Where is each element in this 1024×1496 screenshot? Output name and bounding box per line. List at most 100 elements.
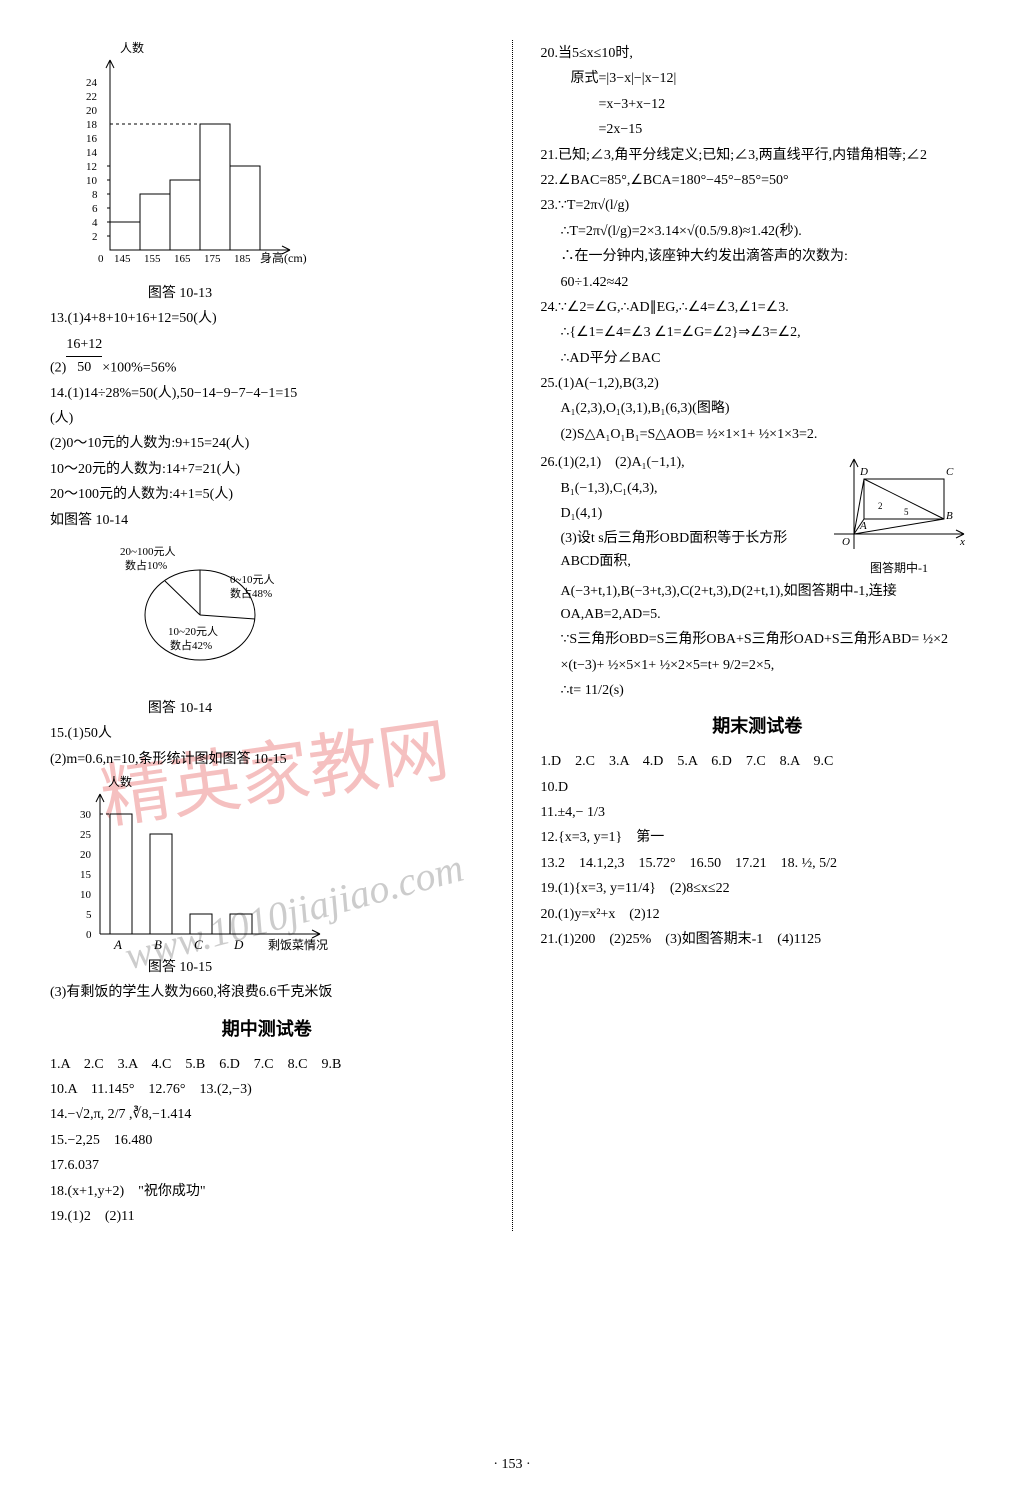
q25b: A₁(2,3),O₁(3,1),B₁(6,3)(图略) <box>541 398 975 420</box>
mt-q19: 19.(1)2 (2)11 <box>50 1206 484 1228</box>
q14f: 如图答 10-14 <box>50 510 484 532</box>
svg-text:人数: 人数 <box>108 774 132 789</box>
q24b: ∴{∠1=∠4=∠3 ∠1=∠G=∠2}⇒∠3=∠2, <box>541 322 975 344</box>
fq12: 12.{x=3, y=1} 第一 <box>541 827 975 849</box>
midterm-title: 期中测试卷 <box>50 1015 484 1044</box>
q21: 21.已知;∠3,角平分线定义;已知;∠3,两直线平行,内错角相等;∠2 <box>541 145 975 167</box>
fq20: 20.(1)y=x²+x (2)12 <box>541 904 975 926</box>
svg-text:16: 16 <box>86 133 98 145</box>
q23b: ∴T=2π√(l/g)=2×3.14×√(0.5/9.8)≈1.42(秒). <box>541 221 975 243</box>
q13b: (2)16+1250×100%=56% <box>50 334 484 380</box>
q20d: =2x−15 <box>541 119 975 141</box>
q26f: ∵S三角形OBD=S三角形OBA+S三角形OAD+S三角形ABD= ½×2 <box>541 629 975 651</box>
svg-text:155: 155 <box>144 253 161 265</box>
svg-text:4: 4 <box>92 217 98 229</box>
q26d: (3)设t s后三角形OBD面积等于长方形ABCD面积, <box>541 528 815 573</box>
svg-text:剩饭菜情况: 剩饭菜情况 <box>268 938 328 952</box>
svg-text:24: 24 <box>86 77 98 89</box>
coord-figure: D C A B O x 2 5 <box>824 449 974 559</box>
fq11: 11.±4,− 1/3 <box>541 802 975 824</box>
mt-q10: 10.A 11.145° 12.76° 13.(2,−3) <box>50 1079 484 1101</box>
svg-text:0: 0 <box>86 929 92 941</box>
q26b: B₁(−1,3),C₁(4,3), <box>541 478 815 500</box>
svg-text:185: 185 <box>234 253 251 265</box>
q26g: ×(t−3)+ ½×5×1+ ½×2×5=t+ 9/2=2×5, <box>541 655 975 677</box>
svg-text:15: 15 <box>80 869 92 881</box>
pie-caption: 图答 10-14 <box>50 698 310 720</box>
svg-text:10~20元人: 10~20元人 <box>168 625 218 638</box>
svg-text:5: 5 <box>86 909 92 921</box>
svg-text:20: 20 <box>80 849 92 861</box>
q15c: (3)有剩饭的学生人数为660,将浪费6.6千克米饭 <box>50 982 484 1004</box>
svg-text:8: 8 <box>92 189 98 201</box>
pie-chart: 20~100元人 数占10% 0~10元人 数占48% 10~20元人 数占42… <box>50 535 310 695</box>
svg-text:10: 10 <box>80 889 92 901</box>
q22: 22.∠BAC=85°,∠BCA=180°−45°−85°=50° <box>541 170 975 192</box>
final-title: 期末测试卷 <box>541 712 975 741</box>
q24a: 24.∵∠2=∠G,∴AD∥EG,∴∠4=∠3,∠1=∠3. <box>541 297 975 319</box>
q26c: D₁(4,1) <box>541 503 815 525</box>
svg-text:A: A <box>113 937 122 952</box>
svg-text:数占42%: 数占42% <box>170 638 212 652</box>
column-divider <box>512 40 513 1231</box>
fig-caption: 图答期中-1 <box>824 559 974 578</box>
chart1-xlabel: 身高(cm) <box>260 250 307 265</box>
svg-text:175: 175 <box>204 253 221 265</box>
svg-text:C: C <box>946 466 954 478</box>
right-column: 20.当5≤x≤10时, 原式=|3−x|−|x−12| =x−3+x−12 =… <box>541 40 975 1231</box>
svg-text:x: x <box>959 536 965 548</box>
svg-text:数占48%: 数占48% <box>230 586 272 600</box>
svg-text:20: 20 <box>86 105 98 117</box>
svg-text:B: B <box>946 510 953 522</box>
q15a: 15.(1)50人 <box>50 723 484 745</box>
svg-text:D: D <box>859 466 868 478</box>
svg-text:12: 12 <box>86 161 97 173</box>
q20c: =x−3+x−12 <box>541 94 975 116</box>
svg-text:18: 18 <box>86 119 98 131</box>
svg-text:165: 165 <box>174 253 191 265</box>
q23a: 23.∵T=2π√(l/g) <box>541 195 975 217</box>
chart3-caption: 图答 10-15 <box>50 957 310 979</box>
svg-text:A: A <box>859 520 867 532</box>
svg-text:20~100元人: 20~100元人 <box>120 545 175 558</box>
svg-text:0: 0 <box>98 253 104 265</box>
fq1: 1.D 2.C 3.A 4.D 5.A 6.D 7.C 8.A 9.C <box>541 751 975 773</box>
q14c: (2)0～10元的人数为:9+15=24(人) <box>50 433 484 455</box>
svg-text:O: O <box>842 536 850 548</box>
svg-text:2: 2 <box>878 501 883 511</box>
page-number: · 153 · <box>0 1454 1024 1476</box>
svg-text:0~10元人: 0~10元人 <box>230 573 274 586</box>
svg-text:25: 25 <box>80 829 92 841</box>
mt-q17: 17.6.037 <box>50 1155 484 1177</box>
bar-chart-1: 人数 2 4 6 8 10 12 14 16 18 20 22 24 <box>50 40 310 280</box>
svg-text:6: 6 <box>92 203 98 215</box>
chart1-ylabel: 人数 <box>120 40 144 55</box>
fq13: 13.2 14.1,2,3 15.72° 16.50 17.21 18. ½, … <box>541 853 975 875</box>
svg-text:B: B <box>154 937 162 952</box>
svg-text:22: 22 <box>86 91 97 103</box>
q25c: (2)S△A₁O₁B₁=S△AOB= ½×1×1+ ½×1×3=2. <box>541 424 975 446</box>
mt-q14: 14.−√2,π, 2/7 ,∛8,−1.414 <box>50 1104 484 1126</box>
svg-text:14: 14 <box>86 147 98 159</box>
svg-text:30: 30 <box>80 809 92 821</box>
mt-q1: 1.A 2.C 3.A 4.C 5.B 6.D 7.C 8.C 9.B <box>50 1054 484 1076</box>
svg-text:145: 145 <box>114 253 131 265</box>
bar-chart-3: 人数 0 5 10 15 20 25 30 A B C D <box>50 774 350 954</box>
left-column: 人数 2 4 6 8 10 12 14 16 18 20 22 24 <box>50 40 484 1231</box>
q25a: 25.(1)A(−1,2),B(3,2) <box>541 373 975 395</box>
fq10: 10.D <box>541 777 975 799</box>
q20b: 原式=|3−x|−|x−12| <box>541 68 975 90</box>
chart1-caption: 图答 10-13 <box>50 283 310 305</box>
q24c: ∴AD平分∠BAC <box>541 348 975 370</box>
q26a: 26.(1)(2,1) (2)A₁(−1,1), <box>541 452 815 474</box>
q14a: 14.(1)14÷28%=50(人),50−14−9−7−4−1=15 <box>50 383 484 405</box>
q26e: A(−3+t,1),B(−3+t,3),C(2+t,3),D(2+t,1),如图… <box>541 581 975 626</box>
svg-text:数占10%: 数占10% <box>125 558 167 572</box>
q23d: 60÷1.42≈42 <box>541 272 975 294</box>
q14b: (人) <box>50 408 484 430</box>
q23c: ∴在一分钟内,该座钟大约发出滴答声的次数为: <box>541 246 975 268</box>
svg-text:D: D <box>233 937 244 952</box>
svg-text:10: 10 <box>86 175 98 187</box>
q14e: 20～100元的人数为:4+1=5(人) <box>50 484 484 506</box>
svg-text:C: C <box>194 937 203 952</box>
